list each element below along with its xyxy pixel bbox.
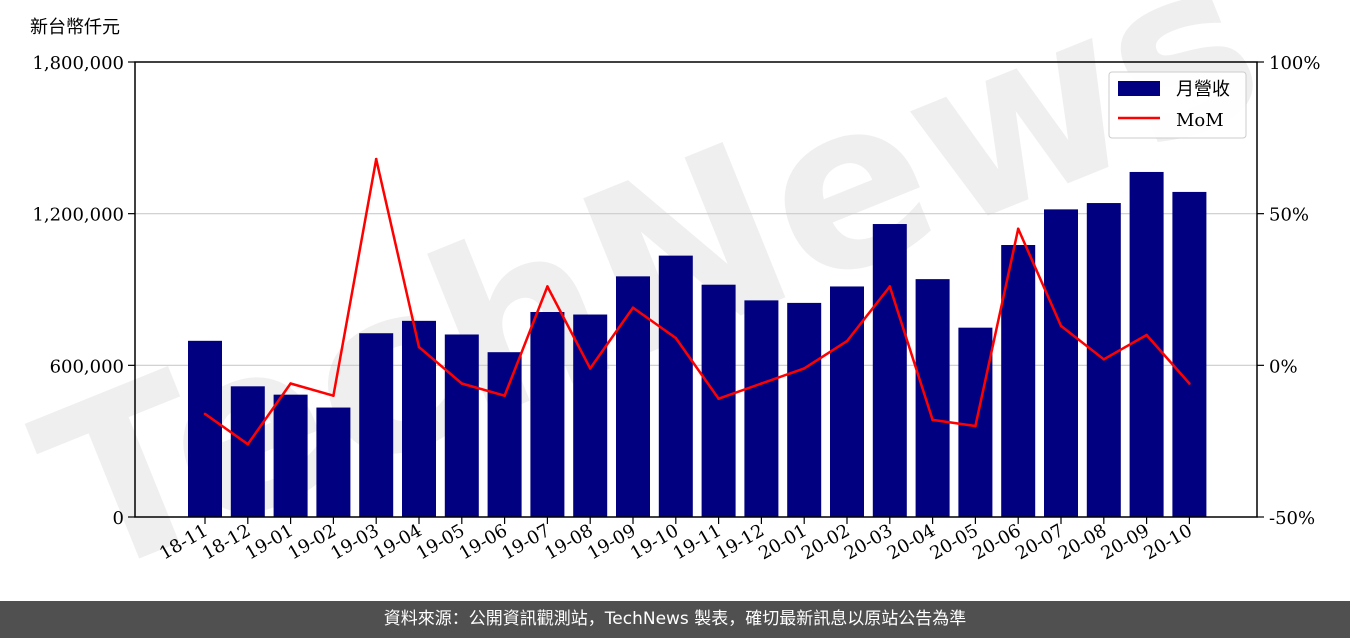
y-left-tick-label: 1,800,000 [32, 53, 124, 74]
y-axis-left: 0 600,000 1,200,000 1,800,000 [32, 53, 135, 529]
y-left-tick-label: 0 [113, 508, 124, 529]
legend-label-mom: MoM [1176, 110, 1224, 131]
legend: 月營收 MoM [1108, 71, 1247, 139]
x-tick-label: 19-06 [456, 520, 511, 564]
x-tick-label: 19-09 [584, 520, 639, 564]
mom-point [717, 397, 720, 401]
x-tick-label: 20-01 [755, 520, 810, 564]
x-tick-label: 20-07 [1012, 520, 1067, 564]
x-tick-label: 19-08 [541, 520, 596, 564]
y-axis-right: -50% 0% 50% 100% [1257, 53, 1320, 529]
revenue-bar [744, 300, 779, 517]
mom-point [802, 367, 806, 370]
x-tick-label: 19-10 [627, 520, 682, 564]
revenue-bar [616, 276, 650, 517]
x-tick-label: 20-06 [969, 520, 1024, 564]
revenue-bar [402, 320, 436, 517]
mom-point [1059, 324, 1063, 328]
bars [188, 171, 1207, 518]
y-right-tick-label: 50% [1269, 205, 1309, 226]
mom-point [760, 382, 763, 385]
revenue-bar [444, 334, 479, 517]
mom-point [888, 285, 892, 288]
y-unit-label: 新台幣仟元 [30, 17, 120, 38]
legend-bar-swatch [1118, 81, 1160, 96]
x-tick-label: 19-05 [413, 520, 468, 564]
plot-frame [134, 61, 1258, 518]
revenue-bar [872, 224, 907, 517]
mom-line [204, 157, 1191, 446]
revenue-bar [487, 352, 522, 517]
revenue-bar [1129, 171, 1164, 518]
mom-point [203, 412, 207, 416]
revenue-bar [658, 255, 693, 517]
x-tick-label: 20-02 [798, 520, 853, 564]
x-tick-label: 20-03 [841, 520, 896, 564]
mom-point [631, 306, 635, 310]
y-left-tick-label: 1,200,000 [32, 205, 124, 226]
revenue-bar [273, 394, 308, 517]
revenue-bar [316, 407, 351, 517]
x-tick-label: 19-07 [498, 520, 553, 564]
mom-point [1016, 227, 1020, 231]
mom-point [503, 394, 506, 397]
revenue-bar [701, 284, 736, 517]
x-tick-label: 20-08 [1055, 520, 1110, 564]
mom-point [1102, 357, 1106, 361]
mom-point [289, 382, 292, 385]
revenue-bar [915, 279, 950, 517]
revenue-bar [787, 302, 822, 517]
mom-point [374, 157, 378, 161]
legend-label-revenue: 月營收 [1176, 79, 1230, 100]
mom-point [931, 418, 934, 422]
mom-point [246, 442, 250, 446]
revenue-bar [530, 311, 565, 517]
revenue-bar [1172, 191, 1207, 517]
mom-point [1145, 333, 1148, 337]
mom-point [417, 345, 421, 349]
x-tick-label: 20-10 [1140, 520, 1195, 564]
revenue-bar [1044, 209, 1078, 517]
x-tick-label: 20-04 [884, 520, 939, 564]
revenue-bar [1001, 245, 1036, 517]
x-tick-label: 20-09 [1098, 520, 1153, 564]
y-right-tick-label: 100% [1269, 53, 1320, 74]
revenue-bar [230, 386, 265, 517]
mom-point [546, 285, 549, 288]
mom-point [460, 382, 464, 385]
mom-point [845, 339, 849, 343]
revenue-bar [188, 340, 222, 517]
x-tick-label: 19-12 [712, 520, 767, 564]
x-tick-label: 20-05 [926, 520, 981, 564]
mom-point [588, 367, 592, 370]
mom-point [1188, 382, 1191, 385]
x-tick-label: 19-11 [670, 520, 725, 564]
x-tick-label: 19-04 [370, 520, 425, 564]
source-footer: 資料來源：公開資訊觀測站，TechNews 製表，確切最新訊息以原站公告為準 [0, 601, 1350, 638]
chart: 新台幣仟元 TechNews 0600,0001,200,0001,800,00… [7, 0, 1320, 600]
revenue-bar [830, 286, 864, 517]
y-right-tick-label: 0% [1269, 356, 1298, 377]
y-left-tick-label: 600,000 [50, 356, 124, 377]
mom-point [674, 336, 678, 340]
y-right-tick-label: -50% [1269, 508, 1315, 529]
mom-line-group [203, 157, 1191, 446]
mom-point [974, 424, 977, 428]
revenue-bar [359, 333, 394, 517]
mom-point [332, 394, 335, 397]
